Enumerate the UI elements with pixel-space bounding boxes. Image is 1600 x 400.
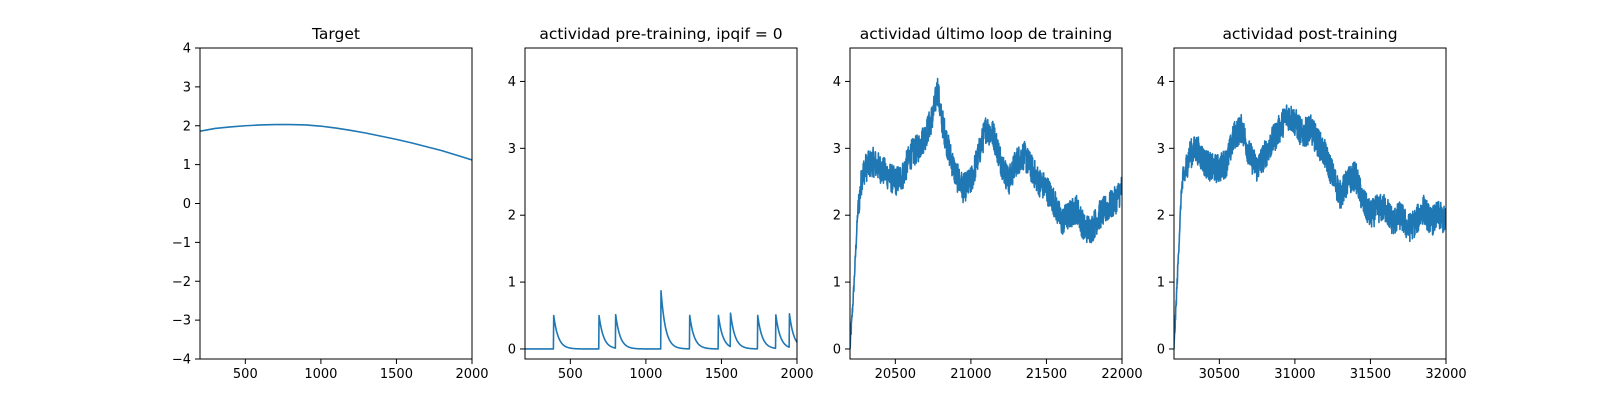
x-tick-label: 20500 [875,367,916,382]
y-tick-label: 1 [833,276,841,291]
x-tick-label: 1000 [629,367,662,382]
axes-frame [524,47,798,360]
x-tick-label: 22000 [1101,367,1142,382]
y-tick-label: −3 [172,314,191,329]
axes-frame [1173,47,1447,360]
y-tick-label: 2 [508,209,516,224]
y-tick-label: 3 [833,142,841,157]
axes-frame [849,47,1123,360]
x-tick-label: 21000 [950,367,991,382]
y-tick-label: 4 [1157,75,1165,90]
x-tick-label: 31500 [1350,367,1391,382]
subplot-1: 500 1000 1500 2000 −4 −3 −2 −1 0 1 2 3 4 Target [172,25,489,382]
chart-title: actividad post-training [1222,25,1397,43]
x-tick-label: 30500 [1199,367,1240,382]
series-line-1 [850,77,1122,349]
subplot-4: 30500 31000 31500 32000 0 1 2 3 4 actividad post-… [1157,25,1467,382]
y-tick-label: −2 [172,275,191,290]
chart-title: actividad pre-training, ipqif = 0 [539,25,782,43]
y-tick-label: 0 [833,342,841,357]
x-tick-label: 2000 [780,367,813,382]
x-tick-label: 31000 [1274,367,1315,382]
y-tick-label: 2 [833,209,841,224]
chart-title: actividad último loop de training [860,25,1112,43]
y-tick-label: 1 [508,276,516,291]
y-tick-label: 4 [508,75,516,90]
y-tick-label: 0 [1157,342,1165,357]
x-tick-label: 500 [558,367,583,382]
y-tick-label: 2 [183,119,191,134]
x-tick-label: 21500 [1026,367,1067,382]
y-tick-label: 3 [508,142,516,157]
y-tick-label: 1 [183,158,191,173]
y-tick-label: 0 [183,197,191,212]
series-line-1 [200,123,472,161]
y-tick-label: 0 [508,342,516,357]
series-line-1 [1174,104,1446,349]
y-tick-label: −4 [172,353,191,368]
x-tick-label: 1000 [304,367,337,382]
y-tick-label: 1 [1157,276,1165,291]
y-tick-label: 3 [1157,142,1165,157]
x-tick-label: 1500 [705,367,738,382]
chart-title: Target [311,25,360,43]
y-tick-label: −1 [172,236,191,251]
subplot-3: 20500 21000 21500 22000 0 1 2 3 4 actividad últim… [833,25,1143,382]
x-tick-label: 1500 [380,367,413,382]
series-line-1 [525,289,797,350]
y-tick-label: 4 [833,75,841,90]
y-tick-label: 2 [1157,209,1165,224]
x-tick-label: 500 [233,367,258,382]
x-tick-label: 32000 [1425,367,1466,382]
x-tick-label: 2000 [455,367,488,382]
subplot-2: 500 1000 1500 2000 0 1 2 3 4 actividad pre-traini… [508,25,814,382]
y-tick-label: 4 [183,42,191,57]
y-tick-label: 3 [183,80,191,95]
